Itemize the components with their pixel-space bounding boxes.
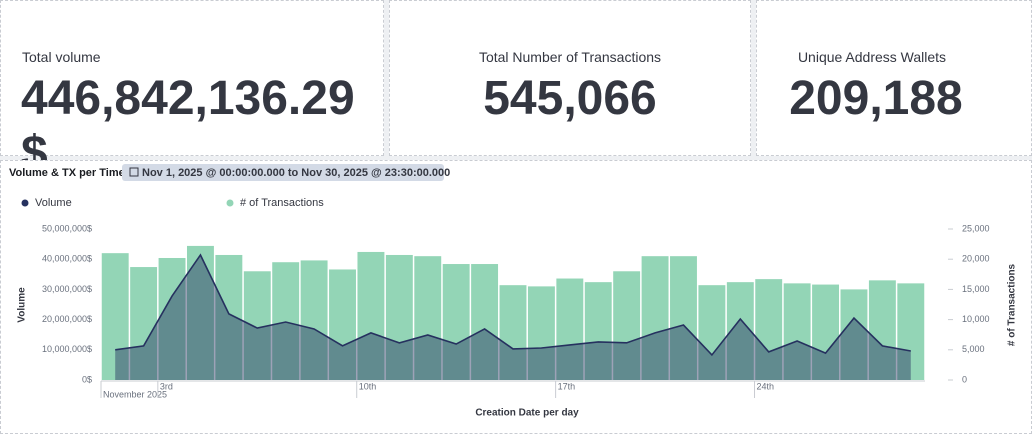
bar [272,262,300,380]
bar [471,264,499,380]
bar [385,254,413,380]
bar [868,280,896,380]
y-tick-label: 0$ [82,374,92,384]
x-tick-label: 17th [558,381,576,391]
x-tick-label: 24th [757,381,775,391]
metric-label: Total Number of Transactions [478,49,662,65]
metric-value: 209,188 [789,72,963,125]
bar [414,256,442,380]
bar [840,289,868,380]
y2-tick-label: 5,000 [962,344,985,354]
y-tick-label: 30,000,000$ [42,284,92,294]
line [115,253,911,357]
bar [641,256,669,380]
x-tick-label: 10th [359,381,377,391]
x-axis-title: Creation Date per day [475,408,579,419]
y2-tick-label: 0 [962,374,967,384]
bar [130,267,158,380]
y-tick-label: 10,000,000$ [42,344,92,354]
bar [670,256,697,380]
y-tick-label: 50,000,000$ [42,223,92,233]
x-tick-label: 3rd [160,381,173,391]
chart-title: Volume & TX per Time [9,167,125,179]
bar [158,257,186,380]
bar [300,260,328,380]
date-range[interactable]: Nov 1, 2025 @ 00:00:00.000 to Nov 30, 20… [142,167,450,179]
legend-label[interactable]: # of Transactions [240,197,324,209]
metric-value: 545,066 [483,72,657,125]
bar [755,279,783,380]
legend-label[interactable]: Volume [35,197,72,209]
date-chip[interactable] [122,164,444,181]
bar [584,282,612,380]
metric-value: 446,842,136.29 $ [21,72,355,180]
bar [329,269,356,380]
metric-label: Unique Address Wallets [797,49,947,65]
y-tick-label: 20,000,000$ [42,314,92,324]
bar [527,286,555,380]
bar [442,264,470,380]
bar [101,253,129,380]
y2-tick-label: 15,000 [962,284,990,294]
y2-tick-label: 20,000 [962,254,990,264]
y2-axis-title: # of Transactions [1007,263,1018,346]
bar [812,284,840,380]
legend-marker [21,199,29,207]
bar [698,285,726,380]
y-tick-label: 40,000,000$ [42,254,92,264]
area [115,254,911,380]
bar [783,283,811,380]
bar [357,251,385,380]
metric-card: Total Number of Transactions 545,066 [389,0,751,156]
bar [897,283,925,380]
y2-tick-label: 25,000 [962,223,990,233]
legend-marker [226,199,234,207]
metric-card: Unique Address Wallets 209,188 [756,0,1032,156]
y-axis-title: Volume [17,287,28,323]
bar [613,271,641,380]
metric-card: Total volume 446,842,136.29 $ [0,0,384,180]
bar [499,285,527,380]
bar [556,278,584,380]
y2-tick-label: 10,000 [962,314,990,324]
calendar-icon [129,167,139,177]
metric-label: Total volume [22,49,101,65]
x-tick-label: November 2025 [103,389,167,399]
